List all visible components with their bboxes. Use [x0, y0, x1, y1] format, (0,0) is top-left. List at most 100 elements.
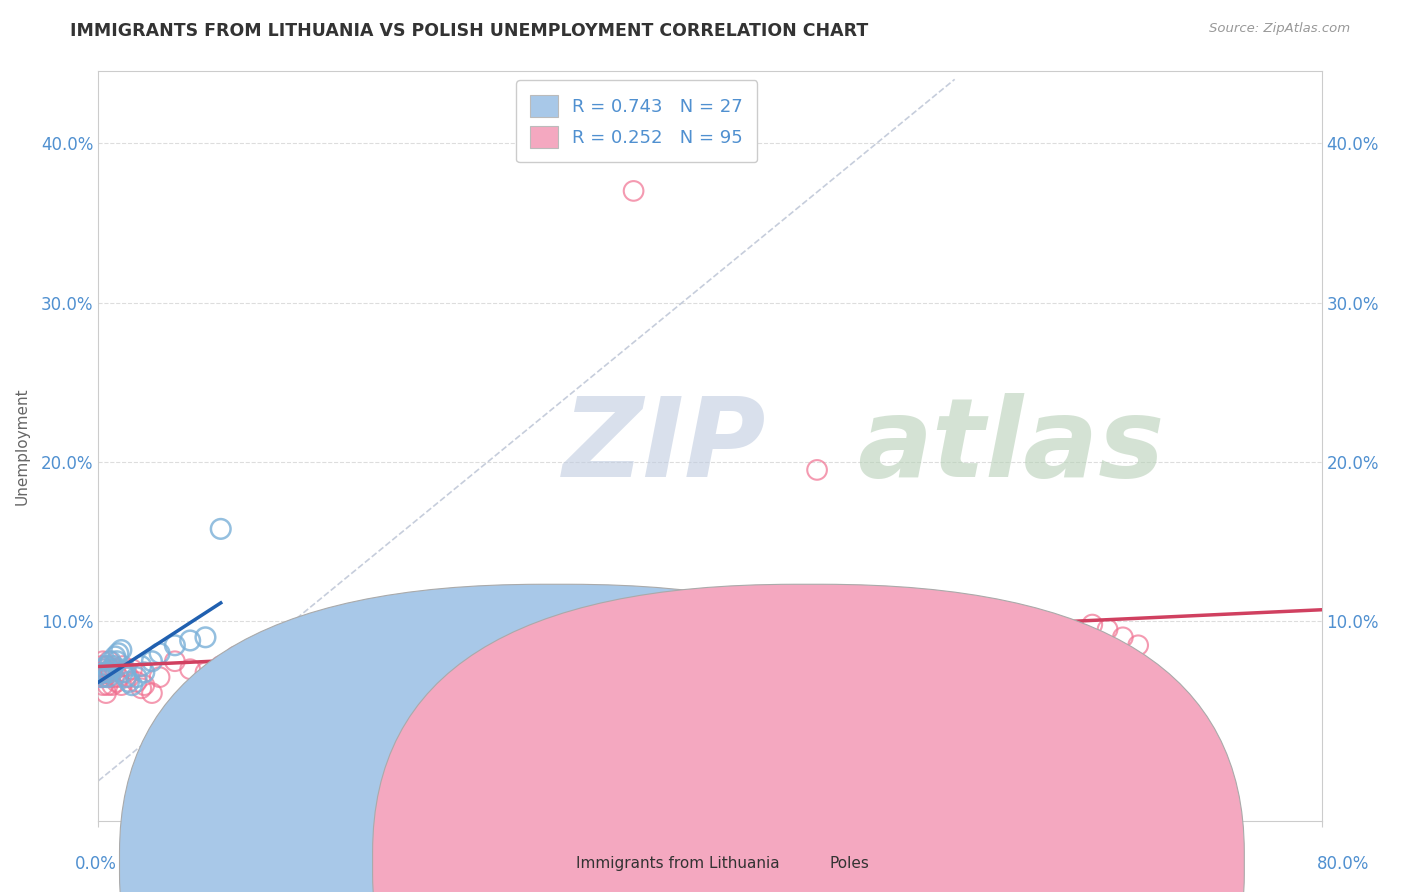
Point [149, 646, 172, 660]
Point [423, 662, 446, 676]
Point [1081, 617, 1104, 632]
Point [100, 654, 122, 668]
Point [105, 654, 128, 668]
Point [125, 675, 148, 690]
Point [100, 665, 122, 680]
Point [163, 654, 186, 668]
Point [1035, 630, 1057, 644]
Point [943, 633, 966, 648]
Point [225, 649, 247, 664]
Point [94, 659, 117, 673]
Text: Poles: Poles [830, 856, 869, 871]
Text: 80.0%: 80.0% [1316, 855, 1369, 872]
Point [101, 678, 124, 692]
Point [868, 633, 890, 648]
Point [408, 654, 430, 668]
Point [141, 686, 163, 700]
Point [163, 638, 186, 652]
Point [897, 638, 920, 652]
Point [730, 638, 752, 652]
Point [121, 678, 143, 692]
Point [485, 665, 508, 680]
Point [378, 670, 401, 684]
Point [101, 662, 124, 676]
Point [134, 678, 156, 692]
Point [683, 638, 706, 652]
Point [392, 665, 416, 680]
Point [576, 649, 599, 664]
Point [363, 662, 385, 676]
Point [103, 670, 125, 684]
Point [883, 627, 905, 641]
Text: Immigrants from Lithuania: Immigrants from Lithuania [576, 856, 780, 871]
Point [561, 643, 583, 657]
Point [301, 662, 323, 676]
Point [546, 638, 568, 652]
Point [316, 665, 339, 680]
Point [623, 184, 645, 198]
Point [1004, 615, 1026, 629]
Point [94, 665, 117, 680]
Point [97, 659, 120, 673]
Text: ZIP: ZIP [564, 392, 766, 500]
Point [439, 670, 461, 684]
Point [111, 665, 134, 680]
Point [91, 678, 114, 692]
Point [270, 649, 292, 664]
Point [759, 627, 782, 641]
Point [607, 104, 630, 119]
Point [194, 630, 217, 644]
Legend: R = 0.743   N = 27, R = 0.252   N = 95: R = 0.743 N = 27, R = 0.252 N = 95 [516, 80, 758, 162]
Text: 0.0%: 0.0% [75, 855, 117, 872]
Point [194, 665, 217, 680]
Point [347, 654, 370, 668]
Point [89, 665, 111, 680]
Point [93, 670, 115, 684]
Point [93, 662, 115, 676]
Y-axis label: Unemployment: Unemployment [15, 387, 30, 505]
Point [285, 654, 308, 668]
Point [454, 659, 477, 673]
Text: Source: ZipAtlas.com: Source: ZipAtlas.com [1209, 22, 1350, 36]
Point [179, 662, 201, 676]
Point [115, 665, 138, 680]
Point [90, 670, 112, 684]
Point [912, 630, 935, 644]
Point [209, 659, 232, 673]
Point [852, 623, 875, 637]
Point [592, 646, 614, 660]
Point [1066, 627, 1088, 641]
Point [332, 659, 354, 673]
Point [129, 681, 152, 696]
Point [105, 675, 128, 690]
Point [240, 643, 263, 657]
Point [652, 649, 675, 664]
Point [104, 662, 127, 676]
Point [806, 463, 828, 477]
Point [110, 678, 132, 692]
Text: atlas: atlas [856, 392, 1164, 500]
Point [1173, 713, 1195, 727]
Point [100, 662, 122, 676]
Point [89, 667, 111, 681]
Point [118, 670, 141, 684]
Point [1050, 633, 1073, 648]
Point [103, 659, 125, 673]
Point [1097, 623, 1119, 637]
Point [115, 670, 138, 684]
Point [714, 630, 737, 644]
FancyBboxPatch shape [373, 584, 1244, 892]
Point [209, 522, 232, 536]
Point [990, 623, 1012, 637]
Point [179, 633, 201, 648]
Point [94, 686, 117, 700]
Point [121, 662, 143, 676]
Point [107, 670, 129, 684]
Point [129, 659, 152, 673]
FancyBboxPatch shape [120, 584, 991, 892]
Point [668, 654, 690, 668]
Point [516, 649, 538, 664]
Point [134, 665, 156, 680]
Point [93, 665, 115, 680]
Point [104, 649, 127, 664]
